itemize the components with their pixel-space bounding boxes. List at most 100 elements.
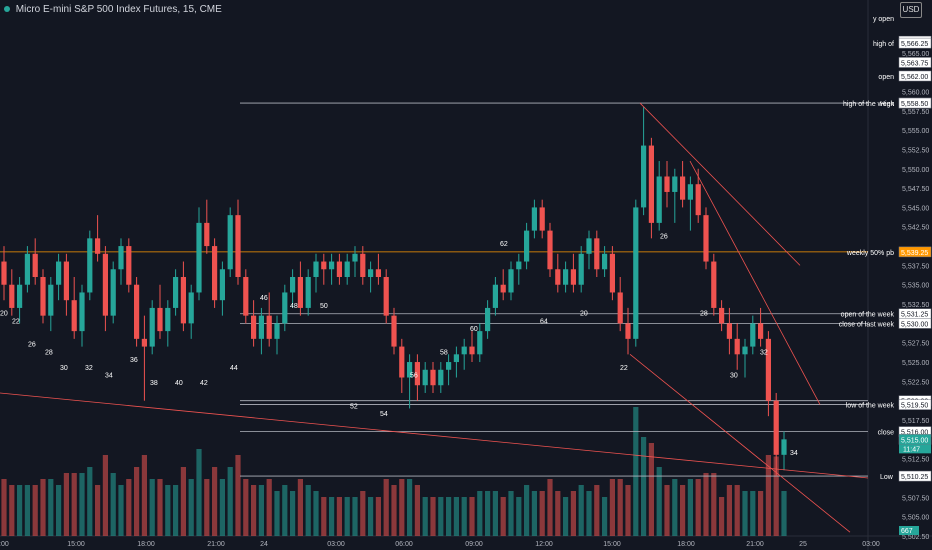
candle-body bbox=[617, 292, 623, 324]
trend-line bbox=[0, 392, 869, 479]
volume-bar bbox=[641, 437, 647, 536]
volume-bar bbox=[734, 485, 740, 536]
candle-body bbox=[664, 176, 670, 192]
candle-body bbox=[56, 261, 62, 285]
count-label: 20 bbox=[580, 311, 588, 318]
volume-bar bbox=[9, 485, 15, 536]
level-label: low of the week bbox=[846, 403, 895, 410]
price-tag bbox=[898, 399, 932, 410]
candle-body bbox=[313, 261, 319, 277]
volume-bar bbox=[368, 497, 374, 536]
volume-bar bbox=[633, 407, 639, 536]
volume-bar bbox=[742, 491, 748, 536]
trend-line bbox=[639, 102, 801, 266]
volume-bar bbox=[446, 497, 452, 536]
currency-button[interactable]: USD bbox=[900, 2, 922, 18]
volume-bar bbox=[329, 497, 335, 536]
candle-body bbox=[227, 215, 233, 270]
volume-bar bbox=[531, 491, 537, 536]
price-tick-label: 5,502.50 bbox=[902, 534, 929, 541]
volume-bar bbox=[539, 491, 545, 536]
volume-bar bbox=[352, 497, 358, 536]
candle-body bbox=[407, 362, 413, 378]
count-label: 30 bbox=[60, 365, 68, 372]
volume-bar bbox=[492, 491, 498, 536]
candle-body bbox=[485, 307, 491, 332]
price-tag bbox=[898, 70, 932, 82]
candle-body bbox=[758, 323, 764, 339]
price-tag-label: 5,558.50 bbox=[901, 101, 928, 108]
count-label: 48 bbox=[290, 303, 298, 310]
volume-bar bbox=[516, 497, 522, 536]
volume-bar bbox=[102, 455, 108, 536]
volume-bar bbox=[617, 479, 623, 536]
candle-body bbox=[656, 176, 662, 223]
price-tag bbox=[898, 318, 932, 329]
candle-body bbox=[102, 253, 108, 316]
time-tick-label: 09:00 bbox=[465, 541, 483, 548]
volume-bar bbox=[290, 491, 296, 536]
time-tick-label: 15:00 bbox=[603, 541, 621, 548]
level-label: high of bbox=[873, 41, 894, 48]
candle-body bbox=[586, 238, 592, 254]
symbol-title-text: Micro E-mini S&P 500 Index Futures, 15, … bbox=[15, 4, 222, 15]
candle-body bbox=[141, 338, 147, 347]
price-tag-label: 5,510.25 bbox=[901, 474, 928, 481]
level-label: close of last week bbox=[839, 321, 895, 328]
volume-bar bbox=[375, 497, 381, 536]
countdown-label: 11:47 bbox=[903, 446, 920, 453]
count-label: 50 bbox=[320, 303, 328, 310]
candle-body bbox=[687, 184, 693, 200]
volume-bar bbox=[578, 485, 584, 536]
price-tick-label: 5,507.50 bbox=[902, 495, 929, 502]
price-tag bbox=[898, 37, 932, 49]
candle-body bbox=[563, 269, 569, 285]
volume-bar bbox=[609, 479, 615, 536]
count-label: 32 bbox=[85, 365, 93, 372]
candle-body bbox=[352, 253, 358, 262]
volume-bar bbox=[508, 491, 514, 536]
price-tag-label: 5,531.25 bbox=[901, 312, 928, 319]
volume-bar bbox=[703, 473, 709, 536]
candle-body bbox=[157, 307, 163, 332]
volume-bar bbox=[719, 497, 725, 536]
price-tick-label: 5,537.50 bbox=[902, 263, 929, 270]
symbol-title[interactable]: Micro E-mini S&P 500 Index Futures, 15, … bbox=[4, 4, 222, 15]
candle-body bbox=[625, 323, 631, 339]
candle-body bbox=[383, 277, 389, 316]
candle-body bbox=[282, 292, 288, 324]
count-label: 28 bbox=[700, 311, 708, 318]
volume-bar bbox=[17, 485, 23, 536]
candle-body bbox=[297, 277, 303, 308]
volume-bar bbox=[40, 479, 46, 536]
price-tag-label: 5,563.75 bbox=[901, 60, 928, 67]
price-tick-label: 5,542.50 bbox=[902, 225, 929, 232]
candle-body bbox=[446, 362, 452, 370]
candle-body bbox=[196, 222, 202, 293]
time-tick-label: 15:00 bbox=[67, 541, 85, 548]
count-label: 54 bbox=[380, 411, 388, 418]
volume-bar bbox=[32, 485, 38, 536]
candle-body bbox=[118, 246, 124, 270]
volume-bar bbox=[461, 497, 467, 536]
candle-body bbox=[290, 277, 296, 293]
volume-bar bbox=[383, 479, 389, 536]
volume-bar bbox=[282, 485, 288, 536]
price-tag-label: 5,515.00 bbox=[901, 437, 928, 444]
candle-body bbox=[368, 269, 374, 277]
count-label: 44 bbox=[230, 365, 238, 372]
price-tag-label: 5,562.00 bbox=[901, 74, 928, 81]
volume-bar bbox=[305, 485, 311, 536]
count-label: 28 bbox=[45, 349, 53, 356]
candle-body bbox=[329, 261, 335, 270]
candle-body bbox=[48, 284, 54, 316]
trend-line bbox=[689, 160, 821, 405]
count-label: 62 bbox=[500, 241, 508, 248]
candle-body bbox=[126, 246, 132, 285]
count-label: 58 bbox=[440, 349, 448, 356]
candle-body bbox=[110, 269, 116, 316]
volume-bar bbox=[266, 479, 272, 536]
count-label: 36 bbox=[130, 357, 138, 364]
candle-body bbox=[344, 261, 350, 277]
